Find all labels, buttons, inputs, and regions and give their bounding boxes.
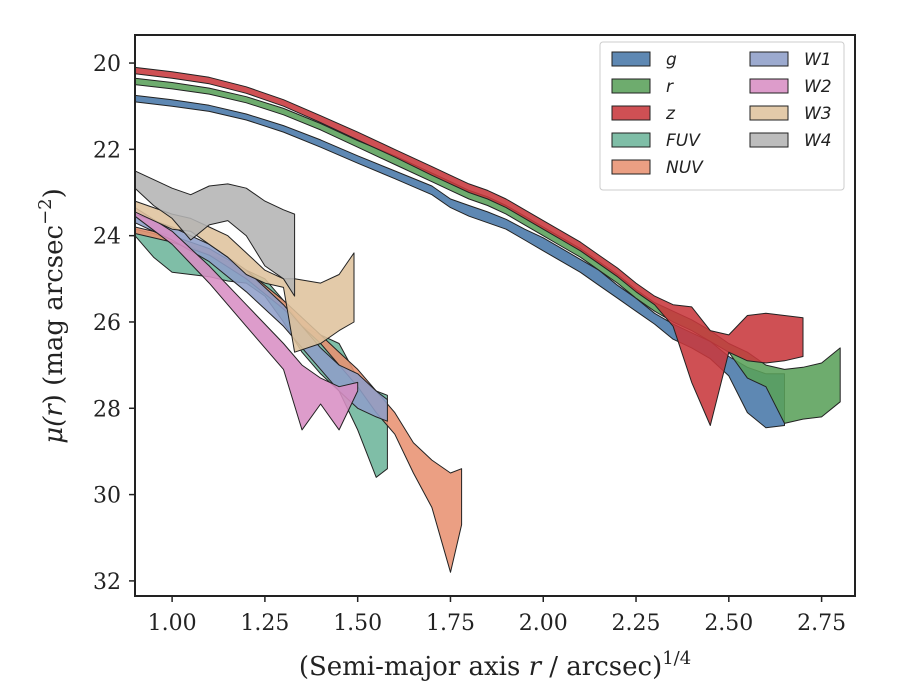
legend-swatch — [749, 51, 789, 67]
legend-item-g: g — [611, 50, 677, 70]
legend-label: z — [665, 104, 676, 124]
legend-label: W1 — [804, 50, 832, 70]
legend-swatch — [611, 78, 651, 94]
legend-label: W3 — [804, 104, 832, 124]
legend-item-r: r — [611, 77, 674, 97]
legend-swatch — [749, 132, 789, 148]
x-tick-label: 2.00 — [519, 611, 568, 636]
y-tick-label: 22 — [93, 138, 121, 163]
legend-item-w3: W3 — [749, 104, 832, 124]
legend-swatch — [611, 51, 651, 67]
legend-item-nuv: NUV — [611, 158, 704, 178]
legend-label: g — [666, 50, 677, 70]
x-axis-label: (Semi-major axis r / arcsec)1/4 — [299, 648, 691, 682]
legend-swatch — [749, 78, 789, 94]
legend-swatch — [611, 132, 651, 148]
y-tick-label: 26 — [93, 311, 121, 336]
y-tick-label: 30 — [93, 484, 121, 509]
band-w2 — [134, 207, 359, 431]
y-tick-label: 32 — [93, 570, 121, 595]
legend-item-w4: W4 — [749, 131, 832, 151]
profile-bands — [134, 66, 841, 573]
legend-item-z: z — [611, 104, 676, 124]
y-tick-label: 24 — [93, 225, 121, 250]
x-tick-label: 2.25 — [612, 611, 661, 636]
x-axis: 1.00 1.25 1.50 1.75 2.00 2.25 2.50 2.75 — [148, 596, 846, 636]
band-g — [134, 94, 785, 429]
legend-label: W2 — [804, 77, 832, 97]
plot-frame — [134, 34, 856, 597]
plot-border — [134, 34, 856, 597]
band-w4 — [134, 170, 296, 297]
x-tick-label: 1.50 — [333, 611, 382, 636]
y-tick-label: 20 — [93, 52, 121, 77]
x-tick-label: 1.25 — [240, 611, 289, 636]
y-axis-label: μ(r) (mag arcsec−2) — [35, 188, 69, 444]
y-axis: 20 22 24 26 28 30 32 — [93, 52, 135, 595]
x-tick-label: 1.00 — [148, 611, 197, 636]
legend-swatch — [611, 105, 651, 121]
legend-label: FUV — [666, 131, 701, 151]
legend-item-w1: W1 — [749, 50, 832, 70]
legend-label: W4 — [804, 131, 832, 151]
legend-item-fuv: FUV — [611, 131, 701, 151]
legend-label: NUV — [666, 158, 704, 178]
legend-item-w2: W2 — [749, 77, 832, 97]
x-tick-label: 2.50 — [704, 611, 753, 636]
x-tick-label: 1.75 — [426, 611, 475, 636]
legend-swatch — [749, 105, 789, 121]
legend-label: r — [666, 77, 674, 97]
band-w3 — [134, 200, 355, 353]
legend: grz FUV NUV W1 W2 W3 W4 — [599, 41, 845, 191]
band-z — [134, 66, 804, 426]
band-w1 — [134, 213, 388, 422]
y-tick-label: 28 — [93, 397, 121, 422]
x-tick-label: 2.75 — [797, 611, 846, 636]
legend-swatch — [611, 159, 651, 175]
